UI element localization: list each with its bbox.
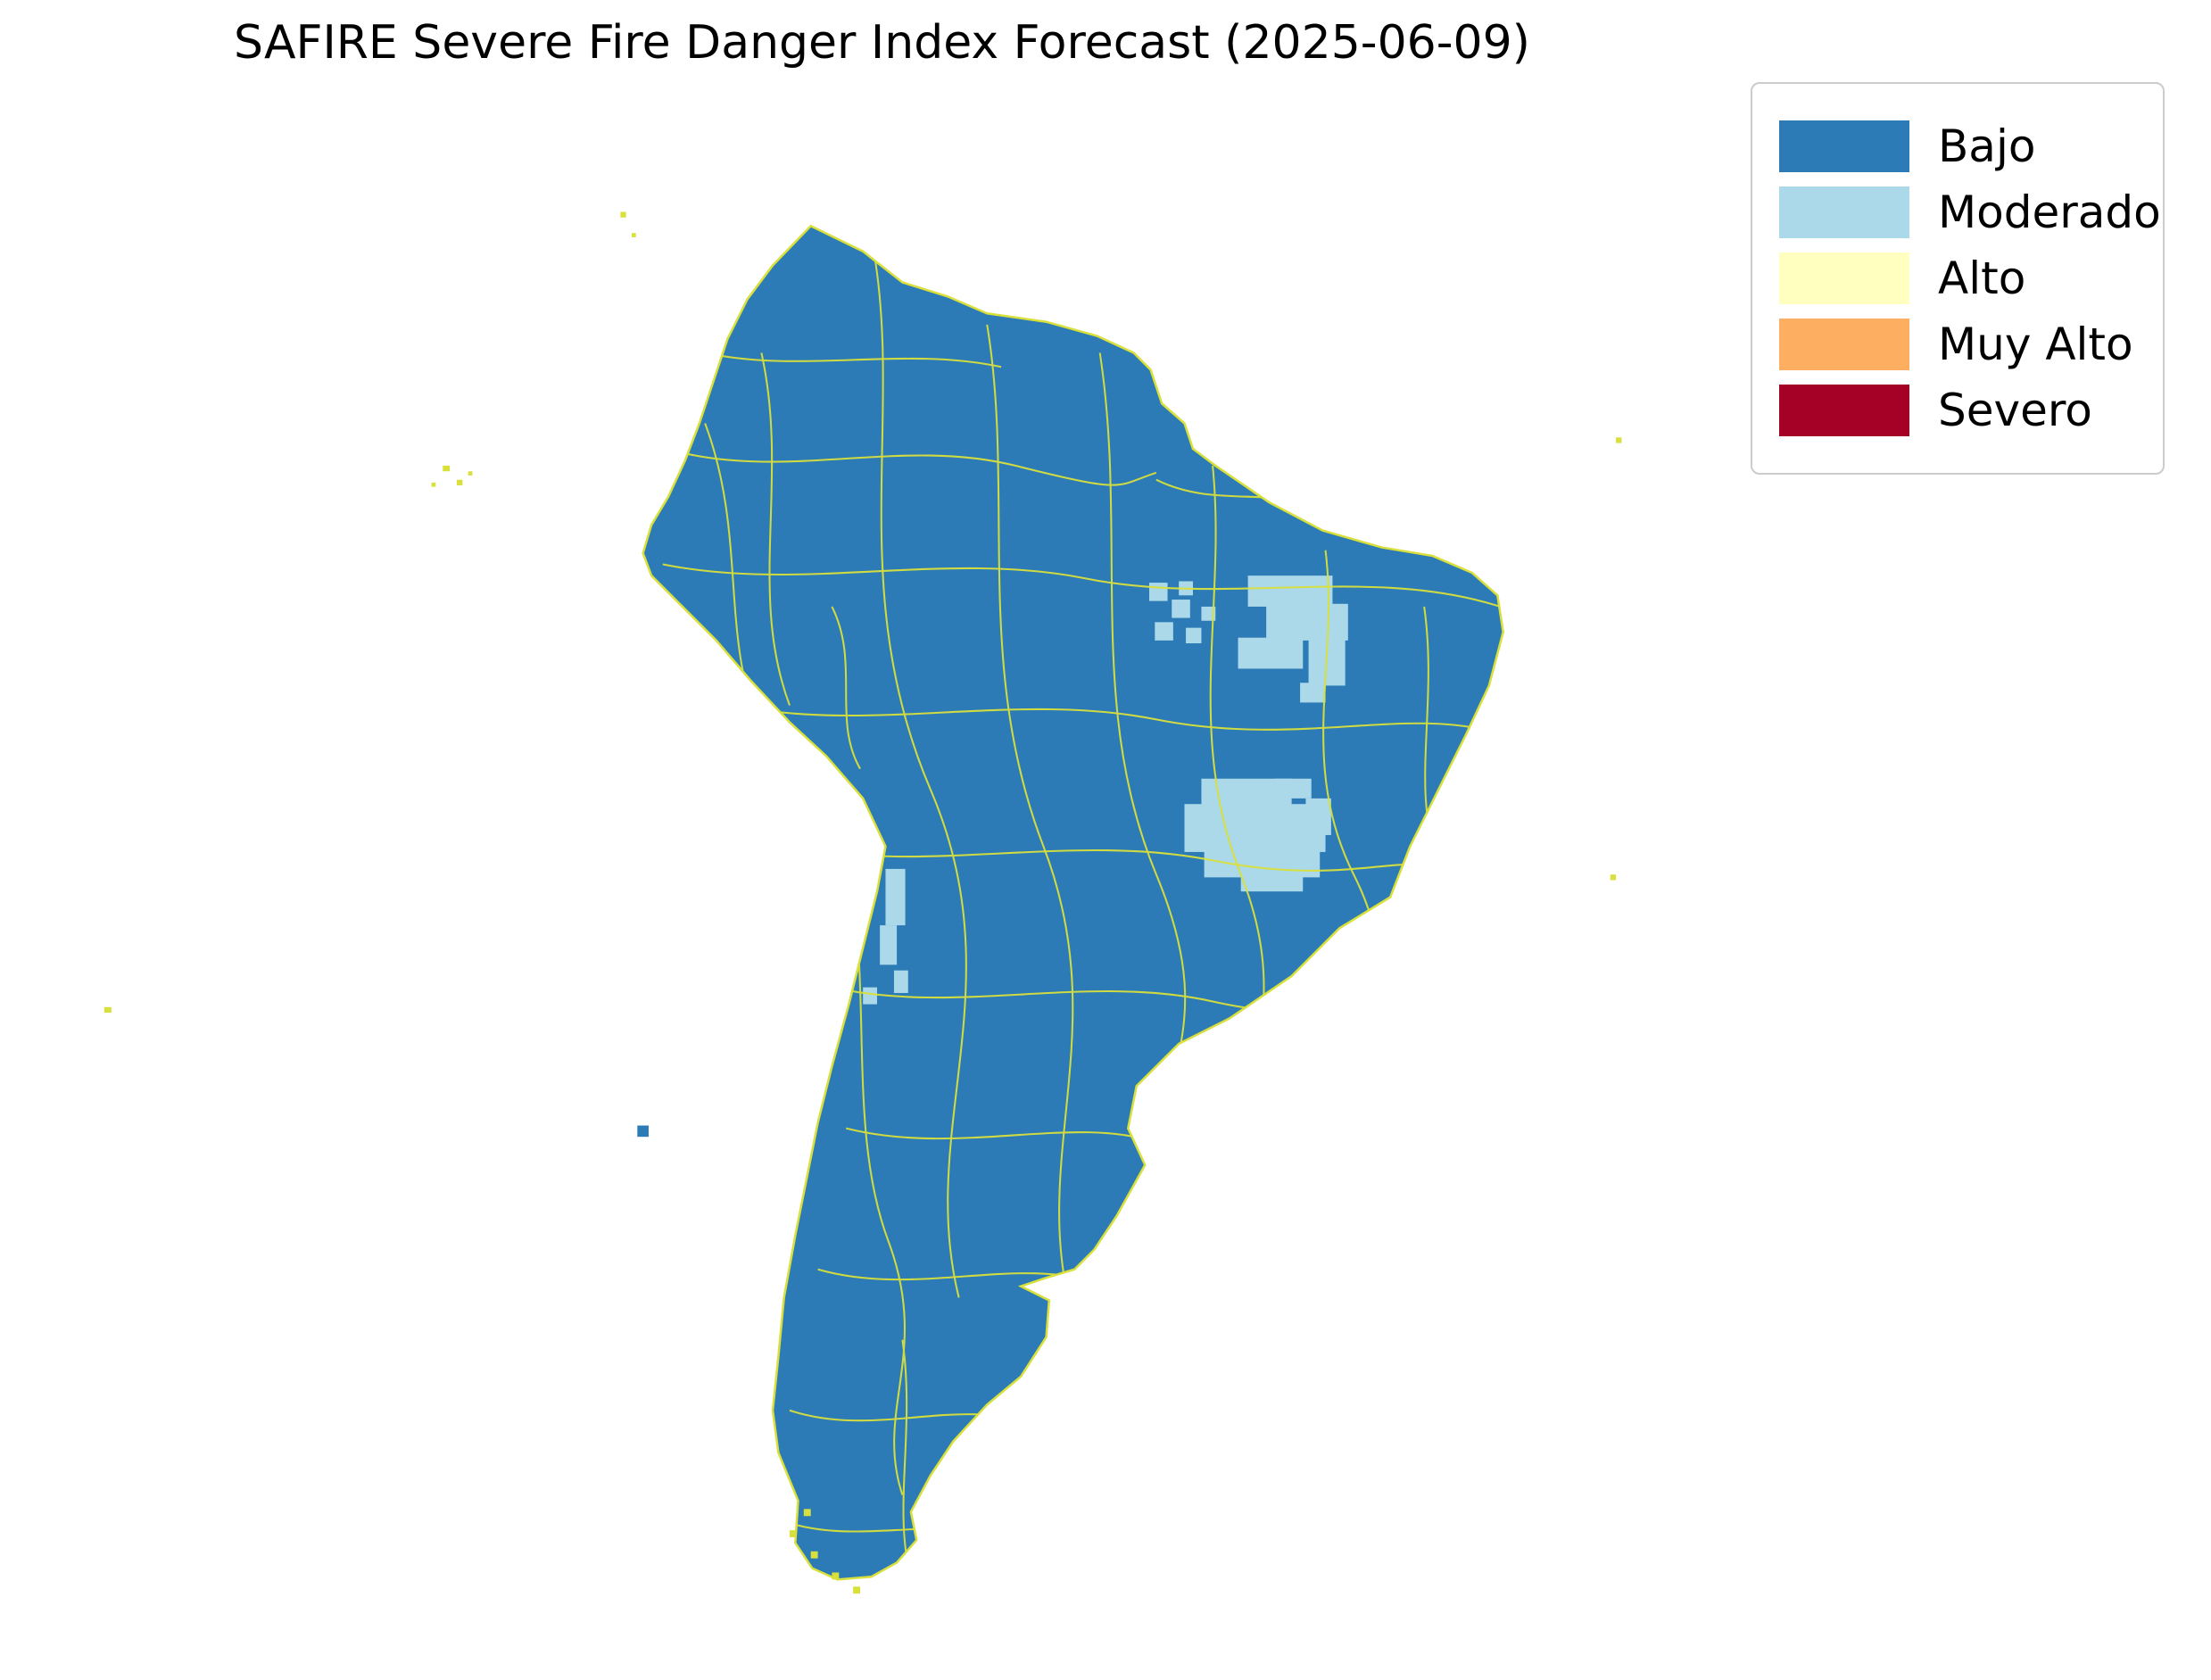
danger-cell-severo <box>803 1080 816 1092</box>
danger-cell-border <box>790 1530 797 1537</box>
danger-cell-moderado <box>1186 627 1202 644</box>
figure-title: SAFIRE Severe Fire Danger Index Forecast… <box>234 16 1530 70</box>
danger-cell-bajo <box>637 1125 649 1138</box>
danger-cell-moderado <box>846 897 861 926</box>
legend-label-bajo: Bajo <box>1938 120 2036 172</box>
danger-cell-alto <box>813 1049 825 1061</box>
danger-cell-border <box>632 233 636 237</box>
danger-cell-border <box>832 1572 840 1580</box>
danger-cell-layer <box>798 575 1348 1119</box>
danger-cell-moderado <box>1274 778 1312 799</box>
danger-cell-moderado <box>893 970 908 993</box>
danger-cell-moderado <box>885 868 906 926</box>
island-speck-layer <box>104 211 1622 1594</box>
legend-row-bajo: Bajo <box>1779 120 2136 173</box>
danger-cell-moderado <box>1300 683 1326 703</box>
danger-cell-moderado <box>1201 606 1216 621</box>
danger-cell-moderado <box>1148 583 1168 601</box>
danger-cell-border <box>803 1509 811 1517</box>
danger-cell-border <box>1610 874 1617 881</box>
legend-label-severo: Severo <box>1938 385 2092 436</box>
danger-cell-border <box>1616 437 1622 443</box>
danger-cell-border <box>620 211 626 218</box>
danger-cell-border <box>457 479 463 486</box>
legend-swatch-bajo <box>1779 120 1909 172</box>
danger-cell-border <box>104 1006 112 1014</box>
danger-cell-border <box>468 471 473 476</box>
danger-cell-moderado <box>1155 622 1173 641</box>
danger-cell-moderado <box>1240 872 1304 892</box>
danger-cell-moderado <box>880 925 898 965</box>
legend-swatch-alto <box>1779 252 1909 304</box>
danger-cell-border <box>431 482 436 487</box>
danger-cell-border <box>853 1586 861 1594</box>
danger-cell-moderado <box>800 1055 820 1104</box>
legend-label-alto: Alto <box>1938 252 2026 304</box>
legend-swatch-muy-alto <box>1779 319 1909 370</box>
danger-cell-moderado <box>1305 798 1331 835</box>
danger-cell-moderado <box>840 798 859 852</box>
danger-cell-border <box>443 465 451 472</box>
danger-cell-muy_alto <box>803 1066 817 1080</box>
danger-cell-moderado <box>1266 603 1348 641</box>
legend-row-alto: Alto <box>1779 252 2136 305</box>
legend-row-severo: Severo <box>1779 384 2136 437</box>
danger-cell-moderado <box>1184 804 1326 852</box>
danger-cell-alto <box>798 1108 808 1119</box>
legend-row-muy-alto: Muy Alto <box>1779 318 2136 371</box>
legend-label-muy-alto: Muy Alto <box>1938 319 2133 370</box>
danger-cell-moderado <box>857 843 874 883</box>
danger-cell-moderado <box>1247 575 1333 607</box>
legend-swatch-moderado <box>1779 186 1909 238</box>
legend-label-moderado: Moderado <box>1938 186 2161 238</box>
danger-cell-moderado <box>1238 637 1304 669</box>
legend-box: Bajo Moderado Alto Muy Alto Severo <box>1751 82 2165 475</box>
danger-cell-moderado <box>1172 600 1190 618</box>
danger-cell-border <box>810 1551 818 1559</box>
danger-cell-moderado <box>863 987 877 1005</box>
legend-row-moderado: Moderado <box>1779 186 2161 239</box>
legend-swatch-severo <box>1779 385 1909 436</box>
